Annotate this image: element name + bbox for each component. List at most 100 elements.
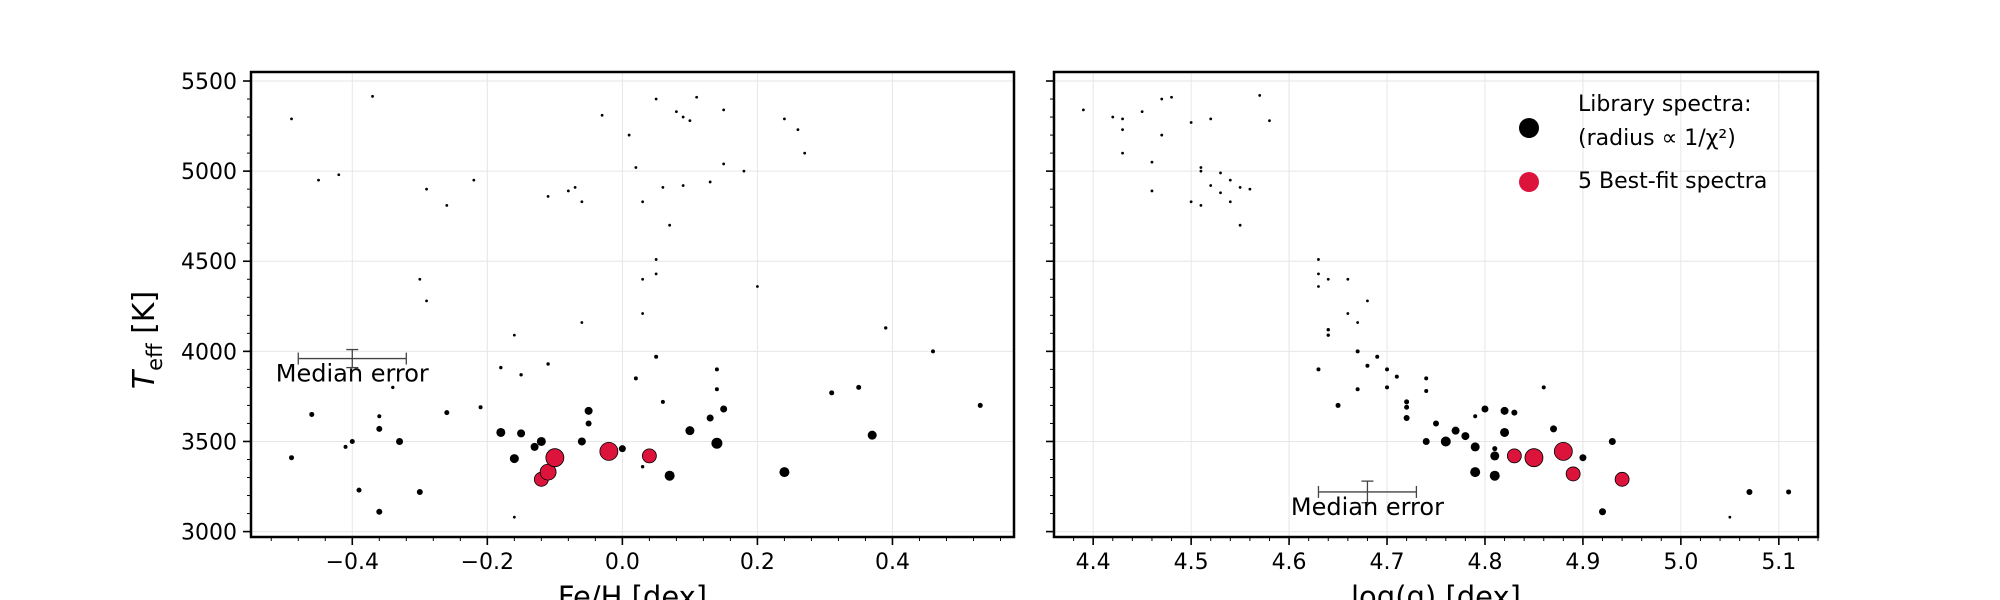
y-tick-label: 3000 (181, 521, 237, 546)
library-point (317, 178, 320, 182)
x-tick-label: 5.0 (1663, 550, 1698, 575)
library-point (509, 454, 519, 464)
library-point (1404, 404, 1410, 410)
library-point (1199, 203, 1203, 207)
library-point (425, 299, 428, 303)
library-point (685, 426, 695, 436)
library-point (1111, 115, 1115, 119)
library-point (1160, 133, 1164, 137)
median-error-label: Median error (1291, 493, 1444, 521)
library-point (1541, 385, 1546, 390)
library-point (1150, 160, 1154, 164)
library-point (396, 437, 404, 445)
library-point (627, 133, 631, 137)
library-point (1228, 178, 1232, 182)
y-tick-label: 4000 (181, 340, 237, 365)
library-point (585, 420, 592, 427)
library-point (1490, 451, 1500, 461)
legend-library-marker (1519, 118, 1539, 138)
legend-bestfit-marker (1519, 172, 1539, 192)
library-point (1786, 489, 1792, 495)
library-point (1385, 367, 1390, 372)
library-point (1355, 349, 1360, 354)
legend: Library spectra: (radius ∝ 1/χ²) 5 Best-… (1519, 92, 1767, 194)
library-point (376, 508, 383, 515)
library-point (1356, 321, 1360, 324)
bestfit-point (1553, 441, 1573, 461)
library-point (1238, 185, 1242, 189)
x-tick-label: 4.7 (1370, 550, 1405, 575)
library-point (1394, 374, 1399, 379)
library-point (580, 321, 584, 324)
library-point (641, 277, 645, 281)
library-point (478, 405, 483, 410)
library-point (343, 444, 348, 449)
library-point (1219, 171, 1222, 175)
bestfit-point (1506, 448, 1522, 464)
library-point (674, 110, 678, 114)
library-point (681, 115, 685, 119)
library-point (1326, 333, 1330, 337)
library-point (856, 384, 862, 390)
legend-library-label: Library spectra: (1578, 92, 1752, 117)
legend-bestfit-label: 5 Best-fit spectra (1578, 169, 1767, 194)
library-point (1385, 385, 1390, 390)
x-axis-label: log(g) [dex] (1351, 580, 1521, 600)
library-point (756, 285, 759, 288)
library-point (1579, 454, 1587, 462)
library-point (530, 442, 539, 451)
library-point (1365, 363, 1370, 368)
library-point (1238, 223, 1242, 227)
library-point (1511, 409, 1518, 416)
library-point (1189, 200, 1193, 204)
library-point (580, 200, 584, 204)
library-point (1746, 488, 1753, 495)
library-point (695, 95, 699, 99)
library-point (1317, 258, 1320, 261)
library-point (1248, 187, 1252, 191)
library-point (1258, 94, 1262, 97)
library-point (1481, 405, 1489, 413)
library-point (356, 487, 362, 493)
library-point (425, 187, 428, 191)
library-point (573, 185, 577, 189)
library-point (1346, 277, 1350, 281)
x-tick-label: 0.2 (740, 550, 775, 575)
library-point (714, 387, 719, 392)
library-point (577, 437, 586, 446)
library-point (803, 151, 807, 155)
axes-ticks: 4.4 4.5 4.6 4.7 4.8 4.9 5.0 5.1 (1046, 80, 1819, 575)
library-point (1209, 117, 1213, 121)
x-tick-label: 4.9 (1565, 550, 1600, 575)
library-point (546, 362, 550, 366)
library-point (1219, 191, 1222, 195)
library-point (867, 430, 877, 440)
x-tick-label: 0.0 (605, 550, 640, 575)
library-point (1121, 151, 1124, 155)
library-point (1440, 436, 1451, 447)
library-point (1451, 426, 1460, 435)
median-error-bar (1317, 480, 1418, 504)
library-point (1461, 432, 1470, 441)
library-point (668, 223, 672, 227)
library-point (977, 402, 983, 408)
library-point (1170, 95, 1173, 99)
library-point (391, 385, 395, 390)
scatter-points (289, 94, 983, 519)
library-point (634, 166, 638, 169)
library-point (654, 97, 658, 101)
library-point (349, 438, 355, 444)
feh-panel: Median error −0.4 −0.2 0.0 0.2 0.4 3000 3500 40… (127, 70, 1016, 600)
library-point (829, 390, 835, 396)
library-point (1599, 508, 1607, 516)
library-point (1473, 414, 1478, 419)
library-point (1403, 415, 1410, 422)
library-point (1189, 121, 1193, 124)
library-point (1268, 119, 1271, 123)
library-point (779, 467, 790, 478)
library-point (1121, 117, 1124, 121)
bestfit-point (1524, 448, 1544, 468)
median-error-annotation: Median error (1291, 480, 1444, 521)
logg-panel: Median error 4.4 4.5 4.6 4.7 4.8 4.9 5.0 5.1 lo… (1046, 70, 1820, 600)
library-point (377, 414, 382, 419)
